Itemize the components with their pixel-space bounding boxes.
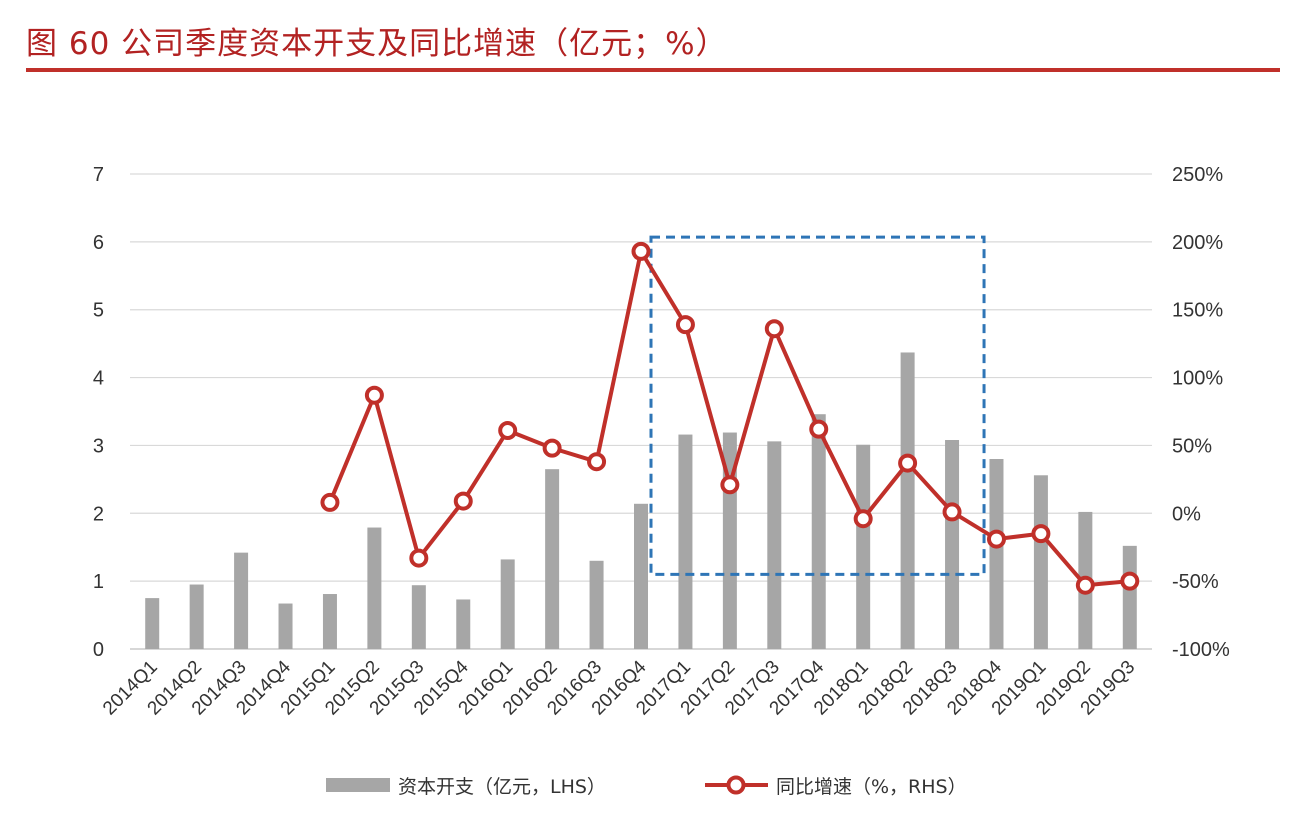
bar [1122, 545, 1137, 649]
line-point [587, 452, 607, 472]
line-point [364, 385, 384, 405]
right-tick-label: 50% [1172, 435, 1212, 457]
legend-line-label: 同比增速（%，RHS） [776, 776, 967, 798]
bar [1033, 475, 1048, 649]
line-point [1031, 524, 1051, 544]
legend-bar-swatch [326, 778, 390, 792]
bar [811, 414, 826, 649]
bar [189, 584, 204, 649]
left-tick-label: 0 [93, 639, 104, 661]
bar [989, 459, 1004, 649]
left-tick-label: 6 [93, 232, 104, 254]
line-point [498, 421, 518, 440]
right-tick-label: 0% [1172, 503, 1201, 525]
highlight-box [649, 235, 986, 576]
line-series [320, 241, 1140, 595]
line-point [542, 438, 562, 458]
right-tick-label: 200% [1172, 232, 1223, 254]
left-tick-label: 3 [93, 435, 104, 457]
bar [767, 441, 782, 649]
right-tick-label: 100% [1172, 368, 1223, 390]
line-point [720, 475, 740, 495]
title-rule [26, 68, 1280, 72]
right-tick-label: -50% [1172, 571, 1219, 593]
line-point [320, 492, 340, 512]
right-axis-ticks: -100% -50% 0% 50% 100% 150% 200% 250% [1172, 164, 1230, 661]
bar [900, 352, 915, 649]
bar [456, 599, 471, 649]
left-axis-ticks: 0 1 2 3 4 5 6 7 [93, 164, 104, 661]
left-tick-label: 1 [93, 571, 104, 593]
line-point [409, 548, 429, 568]
bar [545, 469, 560, 649]
line-point [1120, 571, 1140, 591]
figure-title: 图 60 公司季度资本开支及同比增速（亿元；%） [26, 26, 728, 62]
x-axis-ticks: 2014Q12014Q22014Q32014Q42015Q12015Q22015… [99, 656, 1139, 719]
line-point [764, 319, 784, 339]
legend-bar-label: 资本开支（亿元，LHS） [398, 776, 606, 798]
bar [234, 552, 249, 649]
bar [500, 559, 515, 649]
bar [322, 594, 337, 649]
right-tick-label: 150% [1172, 300, 1223, 322]
line-point [986, 529, 1006, 549]
line-point [675, 315, 695, 335]
bar-series [145, 352, 1137, 649]
line-point [1075, 575, 1095, 595]
highlight-box-rect [649, 235, 986, 576]
bar [589, 560, 604, 649]
legend: 资本开支（亿元，LHS） 同比增速（%，RHS） [326, 775, 967, 798]
bar [145, 598, 160, 649]
line-point [453, 491, 473, 511]
line-point [631, 241, 651, 261]
line-point [809, 419, 829, 439]
left-tick-label: 5 [93, 300, 104, 322]
left-tick-label: 4 [93, 368, 104, 390]
right-tick-label: -100% [1172, 639, 1230, 661]
left-tick-label: 7 [93, 164, 104, 186]
bar [278, 603, 293, 649]
line-point [942, 502, 962, 522]
bar [634, 503, 648, 649]
line-point [853, 509, 873, 529]
line-point [898, 453, 918, 473]
bar [945, 440, 960, 649]
legend-line-marker [726, 775, 746, 795]
bar [678, 434, 693, 649]
bar [411, 585, 426, 649]
bar [367, 527, 382, 649]
left-tick-label: 2 [93, 503, 104, 525]
right-tick-label: 250% [1172, 164, 1223, 186]
bar [856, 444, 871, 649]
